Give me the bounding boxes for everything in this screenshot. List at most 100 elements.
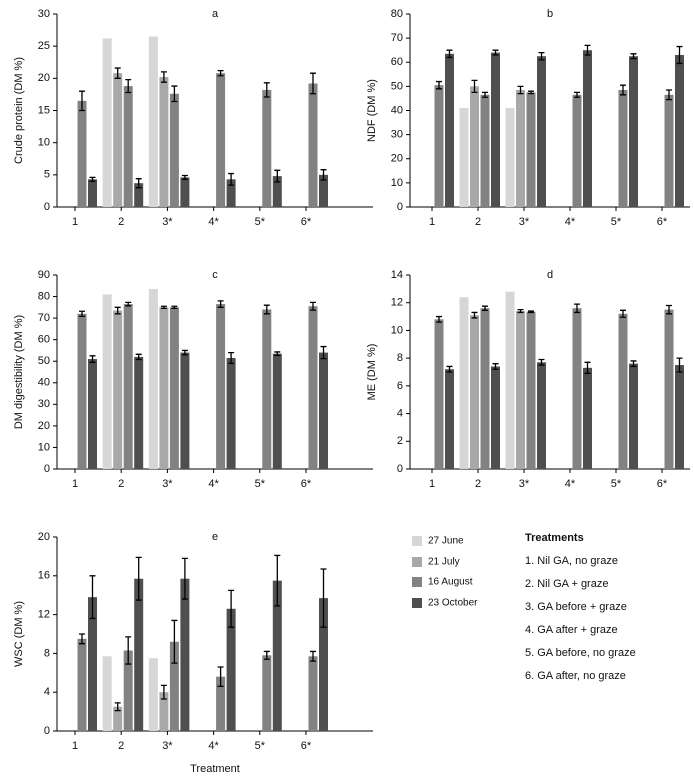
bar: [262, 655, 272, 731]
y-tick-label: 10: [391, 177, 403, 189]
x-tick-label: 6*: [657, 216, 668, 228]
bar: [169, 641, 179, 731]
panel-label: b: [547, 8, 553, 20]
bar: [88, 597, 97, 731]
error-bar: [620, 309, 626, 318]
bar: [491, 366, 500, 469]
bar: [434, 85, 444, 207]
bar: [216, 73, 226, 207]
error-bar: [436, 315, 442, 323]
y-axis-label: ME (DM %): [366, 344, 378, 401]
y-tick-label: 30: [38, 398, 50, 410]
treatment-item: 6. GA after, no graze: [525, 670, 626, 682]
bar: [516, 89, 525, 207]
error-bar: [482, 305, 488, 311]
treatment-item: 4. GA after + graze: [525, 624, 618, 636]
y-tick-label: 16: [38, 570, 50, 582]
legend-swatch: [412, 577, 422, 587]
bar: [618, 89, 628, 207]
y-tick-label: 0: [44, 201, 50, 213]
legend-label: 16 August: [428, 577, 473, 588]
bar: [445, 369, 454, 469]
x-tick-label: 4*: [208, 740, 219, 752]
x-tick-label: 2: [118, 478, 124, 490]
bar: [134, 356, 144, 469]
error-bar: [217, 69, 224, 77]
error-bar: [446, 49, 453, 59]
x-tick-label: 3*: [519, 478, 530, 490]
error-bar: [228, 172, 235, 186]
panel-label: c: [212, 269, 218, 281]
error-bar: [114, 67, 121, 79]
bar: [169, 307, 179, 469]
bar: [88, 179, 97, 207]
y-tick-label: 70: [38, 312, 50, 324]
bar: [88, 359, 97, 469]
bar: [226, 357, 236, 469]
y-axis-label: NDF (DM %): [366, 79, 378, 142]
bar: [134, 183, 144, 207]
y-tick-label: 20: [38, 72, 50, 84]
y-tick-label: 20: [391, 153, 403, 165]
bar: [272, 353, 282, 469]
error-bar: [217, 300, 224, 308]
x-tick-label: 2: [475, 216, 481, 228]
error-bar: [538, 358, 545, 366]
x-tick-label: 5*: [255, 478, 266, 490]
bar: [629, 56, 638, 207]
y-tick-label: 0: [44, 463, 50, 475]
bar: [470, 315, 479, 469]
bar: [526, 92, 536, 207]
y-tick-label: 6: [397, 380, 403, 392]
bar: [470, 86, 479, 207]
panel-label: a: [212, 8, 219, 20]
bar: [169, 93, 179, 207]
error-bar: [517, 85, 524, 95]
bar: [516, 311, 525, 469]
error-bar: [217, 666, 224, 688]
y-axis-label: DM digestibility (DM %): [13, 315, 25, 429]
error-bar: [114, 702, 121, 712]
y-tick-label: 50: [38, 355, 50, 367]
error-bar: [482, 91, 488, 98]
error-bar: [135, 178, 142, 189]
error-bar: [274, 169, 281, 183]
legend-swatch: [412, 598, 422, 608]
x-tick-label: 4*: [565, 216, 576, 228]
y-tick-label: 30: [38, 8, 50, 20]
x-tick-label: 6*: [301, 740, 312, 752]
x-tick-label: 4*: [565, 478, 576, 490]
bar: [159, 307, 169, 469]
x-tick-label: 5*: [611, 216, 622, 228]
x-tick-label: 3*: [162, 216, 173, 228]
bar: [629, 363, 638, 469]
y-tick-label: 0: [44, 725, 50, 737]
error-bar: [574, 303, 580, 314]
y-tick-label: 40: [38, 377, 50, 389]
x-tick-label: 2: [118, 740, 124, 752]
panel-label: e: [212, 531, 218, 543]
y-tick-label: 10: [38, 441, 50, 453]
treatment-item: 3. GA before + graze: [525, 601, 627, 613]
bar: [272, 580, 282, 731]
error-bar: [310, 650, 316, 662]
treatment-item: 1. Nil GA, no graze: [525, 555, 618, 567]
bar: [113, 310, 123, 469]
legend-swatch: [412, 557, 422, 567]
error-bar: [125, 78, 132, 94]
error-bar: [676, 45, 683, 65]
y-tick-label: 4: [397, 407, 403, 419]
bar: [572, 94, 582, 207]
error-bar: [630, 360, 637, 368]
bar: [308, 656, 318, 731]
error-bar: [310, 301, 316, 311]
x-axis-label: Treatment: [190, 763, 240, 775]
bar: [319, 174, 328, 207]
x-tick-label: 1: [72, 478, 78, 490]
error-bar: [436, 80, 442, 90]
bar: [113, 706, 123, 731]
bar: [459, 108, 469, 207]
error-bar: [310, 72, 316, 95]
error-bar: [620, 84, 626, 96]
error-bar: [79, 310, 85, 318]
